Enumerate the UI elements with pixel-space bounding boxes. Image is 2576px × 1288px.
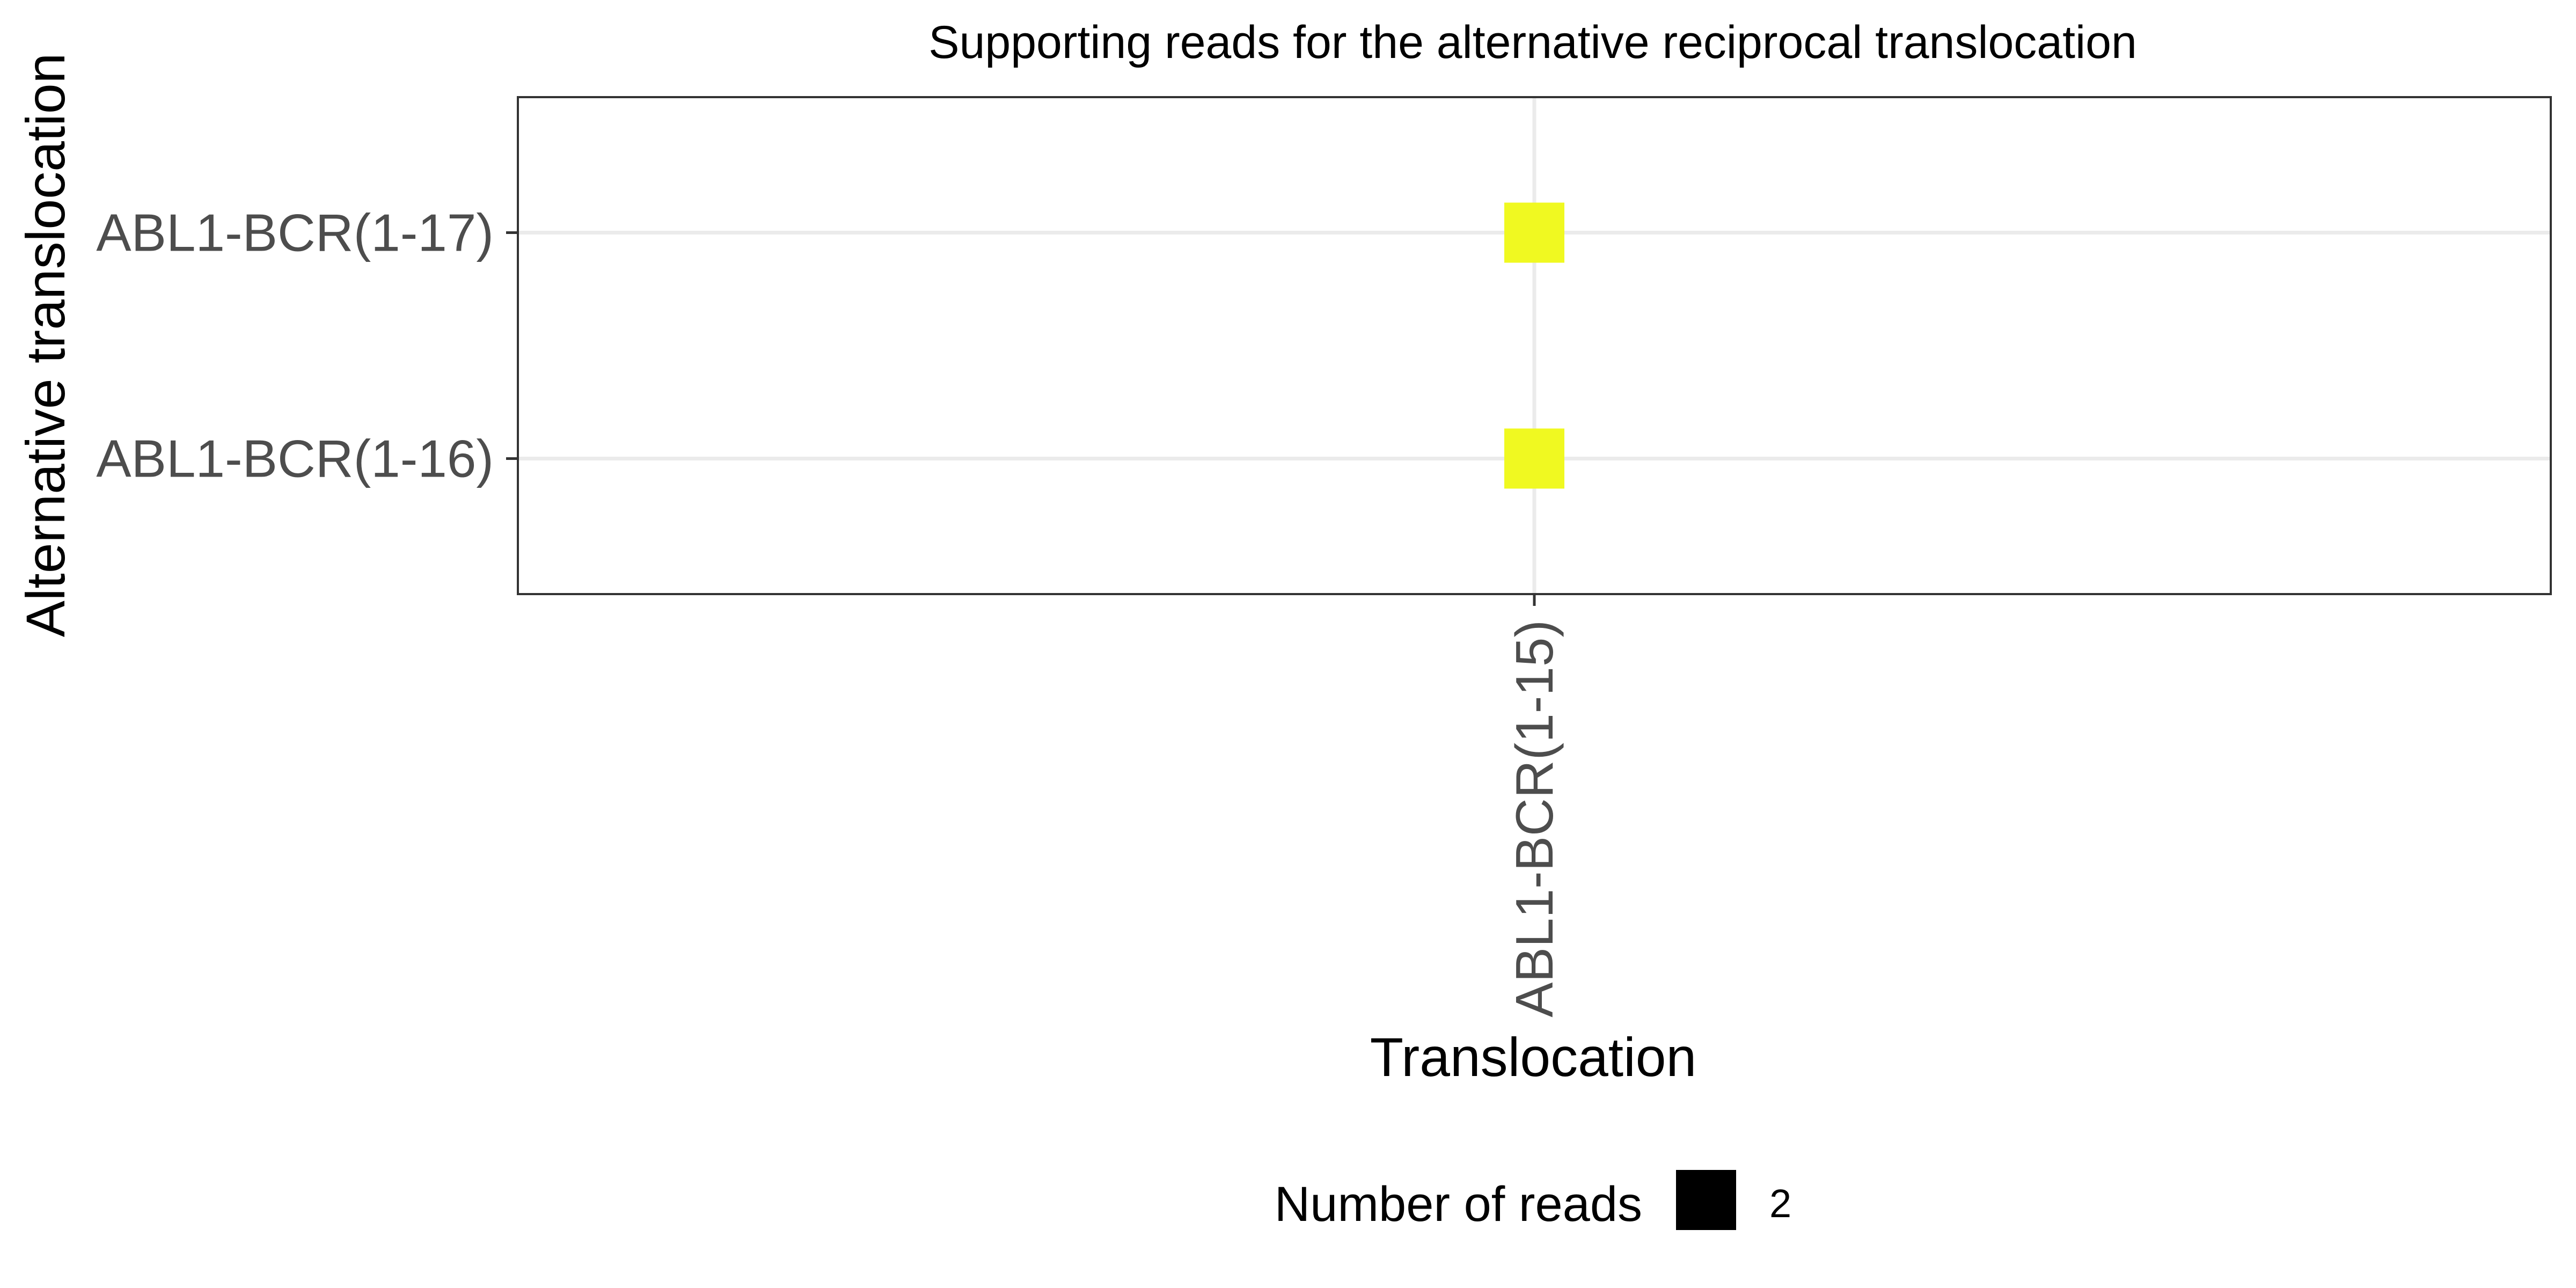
data-marks: [1504, 202, 1564, 489]
x-tick-label: ABL1-BCR(1-15): [1505, 620, 1564, 1018]
axis-ticks: ABL1-BCR(1-15) ABL1-BCR(1-16) ABL1-BCR(1-1…: [96, 203, 1564, 1018]
y-tick-label: ABL1-BCR(1-16): [96, 429, 494, 488]
legend-key-swatch: [1676, 1170, 1736, 1230]
legend-title: Number of reads: [1275, 1177, 1642, 1232]
x-axis-title: Translocation: [1370, 1027, 1697, 1088]
legend-key-label: 2: [1769, 1181, 1791, 1226]
y-axis-title: Alternative translocation: [15, 53, 76, 638]
y-tick-label: ABL1-BCR(1-17): [96, 203, 494, 262]
legend: Number of reads 2: [1275, 1170, 1791, 1232]
data-point: [1504, 428, 1564, 489]
chart-title: Supporting reads for the alternative rec…: [928, 17, 2137, 68]
data-point: [1504, 202, 1564, 263]
